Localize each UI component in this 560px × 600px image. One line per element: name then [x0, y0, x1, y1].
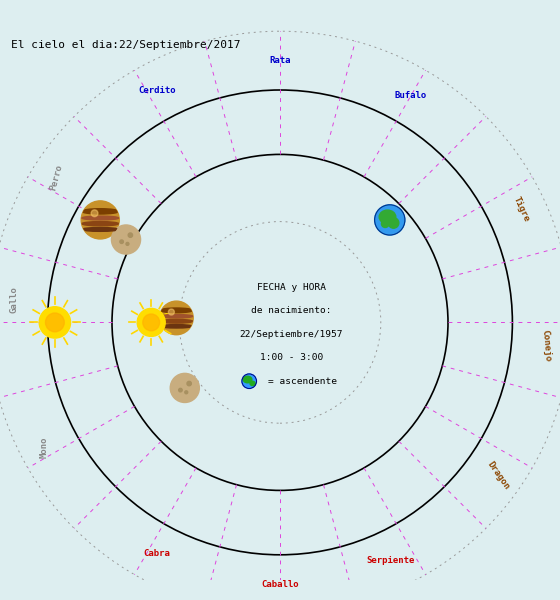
Text: 22/Septiembre/1957: 22/Septiembre/1957: [240, 329, 343, 338]
Circle shape: [137, 308, 165, 337]
Text: de nacimiento:: de nacimiento:: [251, 306, 332, 315]
Text: Perro: Perro: [48, 163, 64, 191]
Text: Serpiente: Serpiente: [367, 556, 415, 565]
Circle shape: [45, 313, 64, 332]
Text: = ascendente: = ascendente: [268, 377, 337, 386]
Circle shape: [185, 391, 188, 394]
Circle shape: [179, 388, 182, 392]
Circle shape: [375, 205, 405, 235]
Ellipse shape: [160, 319, 193, 323]
Ellipse shape: [82, 227, 119, 232]
Circle shape: [143, 314, 160, 331]
Circle shape: [111, 225, 141, 254]
Circle shape: [169, 309, 174, 315]
Circle shape: [81, 201, 119, 239]
Circle shape: [91, 210, 98, 217]
Circle shape: [187, 382, 192, 386]
Text: Mono: Mono: [40, 437, 49, 458]
Circle shape: [39, 307, 71, 338]
Ellipse shape: [160, 314, 193, 318]
Text: 1:00 - 3:00: 1:00 - 3:00: [260, 353, 323, 362]
Text: Dragon: Dragon: [486, 460, 511, 491]
Circle shape: [120, 240, 123, 244]
Circle shape: [242, 374, 256, 388]
Ellipse shape: [82, 209, 119, 214]
Text: Rata: Rata: [269, 56, 291, 65]
Ellipse shape: [379, 210, 396, 224]
Ellipse shape: [381, 220, 389, 227]
Text: Conejo: Conejo: [540, 329, 552, 362]
Ellipse shape: [160, 308, 193, 313]
Text: Bufalo: Bufalo: [395, 91, 427, 100]
Text: Caballo: Caballo: [261, 580, 299, 589]
Text: FECHA y HORA: FECHA y HORA: [256, 283, 326, 292]
Circle shape: [128, 233, 133, 238]
Ellipse shape: [250, 381, 255, 386]
Circle shape: [170, 373, 199, 403]
Circle shape: [126, 242, 129, 245]
Ellipse shape: [388, 218, 399, 228]
Text: Cerdito: Cerdito: [138, 86, 176, 95]
Circle shape: [160, 301, 193, 335]
Text: Gallo: Gallo: [10, 286, 18, 313]
Text: El cielo el dia:22/Septiembre/2017: El cielo el dia:22/Septiembre/2017: [11, 40, 241, 50]
Text: Cabra: Cabra: [143, 550, 170, 559]
Ellipse shape: [82, 216, 119, 220]
Text: Tigre: Tigre: [512, 196, 531, 224]
Ellipse shape: [160, 325, 193, 328]
Ellipse shape: [82, 221, 119, 226]
Ellipse shape: [243, 376, 252, 383]
